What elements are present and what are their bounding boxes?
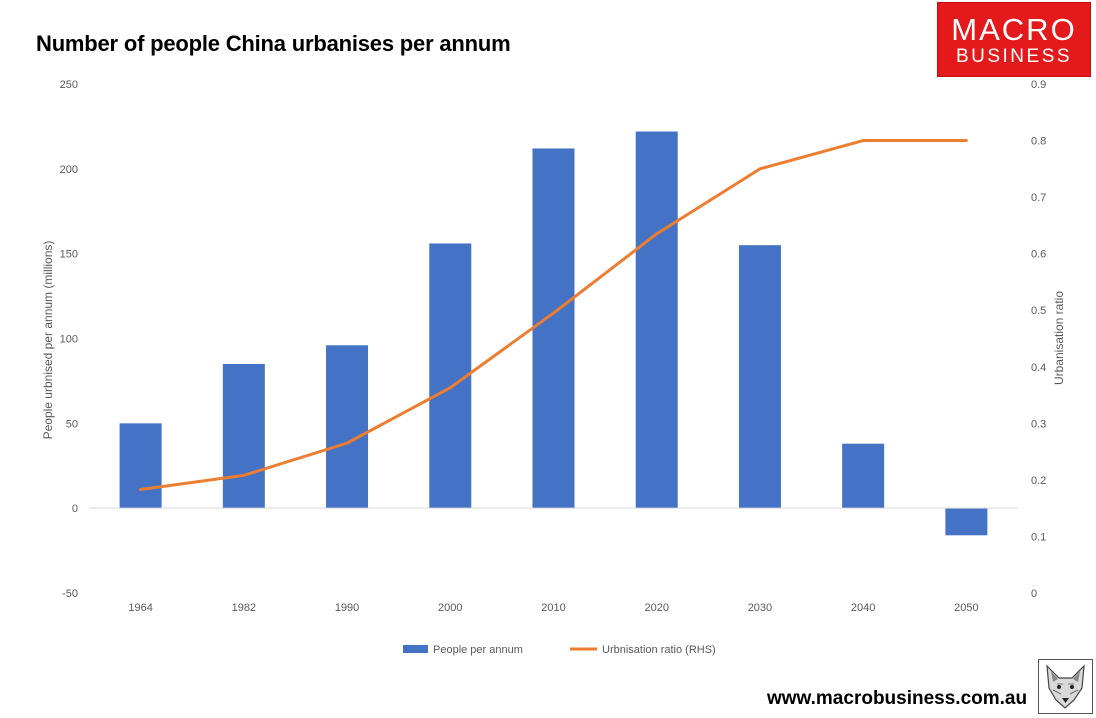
line-point	[552, 311, 555, 315]
y2-tick-label: 0.1	[1031, 531, 1046, 543]
line-point	[242, 473, 246, 477]
y2-tick-label: 0.9	[1031, 79, 1046, 91]
bar	[738, 245, 781, 509]
chart-title: Number of people China urbanises per ann…	[36, 31, 511, 56]
x-tick-label: 2040	[851, 602, 875, 614]
logo-text-macro: MACRO	[951, 12, 1077, 47]
fox-logo-icon	[1038, 659, 1093, 714]
x-tick-label: 1964	[128, 602, 152, 614]
line-point	[861, 139, 865, 143]
x-axis: 1964 1982 1990 2000 2010 2020 2030 2040 2050	[89, 507, 1018, 614]
legend-swatch-bar	[403, 645, 428, 653]
y2-tick-label: 0.6	[1031, 249, 1046, 261]
bar	[532, 148, 575, 509]
x-tick-label: 2020	[644, 602, 668, 614]
y-tick-label: 150	[60, 249, 78, 261]
x-tick-label: 1990	[335, 602, 359, 614]
legend: People per annum Urbnisation ratio (RHS)	[403, 644, 716, 656]
y2-tick-label: 0.2	[1031, 475, 1046, 487]
bar	[222, 363, 265, 509]
bar	[326, 345, 369, 509]
y2-tick-label: 0.4	[1031, 362, 1046, 374]
right-axis: 0 0.1 0.2 0.3 0.4 0.5 0.6 0.7 0.8 0.9	[1031, 79, 1046, 600]
macrobusiness-logo[interactable]: MACRO BUSINESS	[937, 2, 1091, 77]
line-point	[345, 441, 349, 445]
line-point	[964, 139, 968, 143]
bar	[635, 131, 678, 509]
bar	[842, 443, 885, 509]
y-tick-label: 250	[60, 79, 78, 91]
y2-tick-label: 0.5	[1031, 305, 1046, 317]
legend-label-line: Urbnisation ratio (RHS)	[602, 644, 716, 656]
website-url[interactable]: www.macrobusiness.com.au	[767, 688, 1028, 709]
y2-tick-label: 0.7	[1031, 192, 1046, 204]
y2-tick-label: 0.8	[1031, 136, 1046, 148]
y-tick-label: -50	[62, 588, 78, 600]
line-point	[655, 232, 659, 236]
logo-text-business: BUSINESS	[955, 46, 1073, 67]
legend-label-bar: People per annum	[433, 644, 523, 656]
line-point	[139, 488, 143, 492]
y-tick-label: 50	[66, 418, 78, 430]
x-tick-label: 2050	[954, 602, 978, 614]
bar	[945, 508, 988, 536]
line-point	[758, 167, 762, 171]
y-tick-label: 100	[60, 334, 78, 346]
x-tick-label: 2000	[438, 602, 462, 614]
y-axis-label: People urbnised per annum (millions)	[41, 241, 55, 440]
line-point	[448, 386, 452, 390]
left-axis: -50 0 50 100 150 200 250	[60, 79, 78, 600]
x-tick-label: 1982	[232, 602, 256, 614]
x-tick-label: 2030	[748, 602, 772, 614]
y2-axis-label: Urbanisation ratio	[1052, 291, 1066, 385]
y2-tick-label: 0	[1031, 588, 1037, 600]
line-series	[139, 139, 968, 492]
bar-series	[119, 131, 988, 536]
y-tick-label: 0	[72, 503, 78, 515]
bar	[119, 423, 162, 509]
y2-tick-label: 0.3	[1031, 418, 1046, 430]
x-tick-label: 2010	[541, 602, 565, 614]
y-tick-label: 200	[60, 164, 78, 176]
